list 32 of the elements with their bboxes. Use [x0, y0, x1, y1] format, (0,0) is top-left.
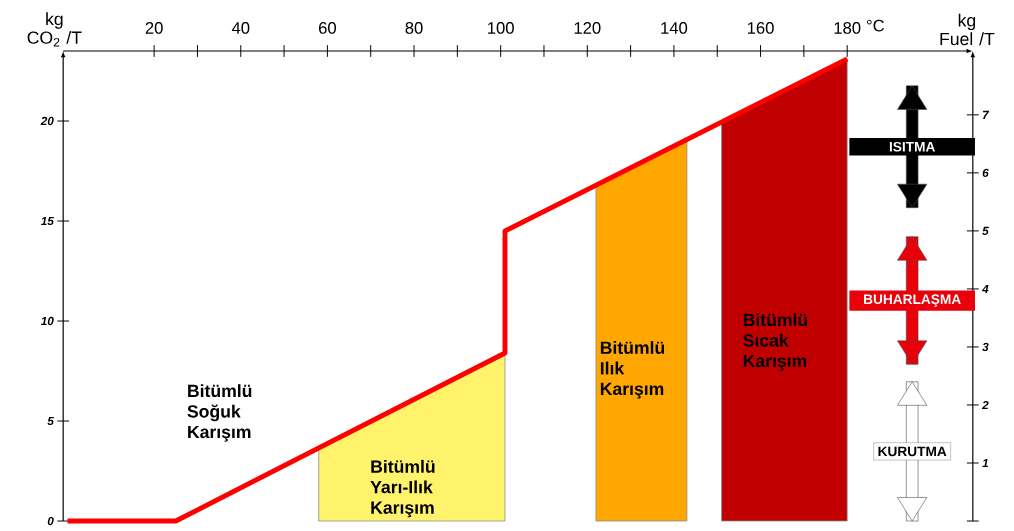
y-tick-label: 5: [47, 417, 54, 426]
line-series: [65, 56, 850, 524]
y-tick-label: 20: [40, 116, 54, 126]
x-axis-title: °C: [867, 19, 885, 32]
series-label: KURUTMA: [878, 446, 947, 457]
y-tick-label: 0: [47, 516, 54, 526]
y2-axis-title: kg Fuel /T: [940, 13, 995, 46]
y2-tick-label: 6: [982, 168, 989, 178]
x-tick-label: 140: [661, 22, 688, 34]
x-tick-label: 120: [574, 22, 601, 34]
x-tick-label: 60: [319, 22, 336, 34]
y-tick-label: 10: [40, 316, 54, 326]
y2-tick-label: 3: [982, 342, 989, 352]
series-label: Bitümlü Ilık Karışım: [600, 341, 665, 399]
y2-tick-label: 7: [982, 110, 990, 119]
series-label: ISITMA: [889, 141, 935, 152]
y-tick-label: 15: [40, 217, 54, 226]
x-tick-label: 20: [145, 22, 163, 34]
y2-tick-label: 1: [982, 459, 989, 468]
x-tick-label: 160: [747, 22, 774, 34]
series-label: BUHARLAŞMA: [864, 294, 961, 307]
y2-tick-label: 2: [981, 400, 989, 410]
y-axis-title: kg CO$_{2}$ /T: [27, 12, 82, 47]
x-tick-label: 40: [231, 22, 250, 34]
x-tick-label: 180: [834, 22, 861, 34]
x-tick-label: 80: [405, 22, 423, 34]
y2-tick-label: 5: [982, 226, 989, 236]
y2-tick-label: 4: [981, 284, 989, 294]
annotation: Bitümlü Soğuk Karışım: [187, 384, 252, 442]
series-label: Bitümlü Sıcak Karışım: [743, 313, 808, 371]
series-label: Bitümlü Yarı-Ilık Karışım: [370, 459, 435, 518]
x-tick-label: 100: [488, 22, 514, 34]
